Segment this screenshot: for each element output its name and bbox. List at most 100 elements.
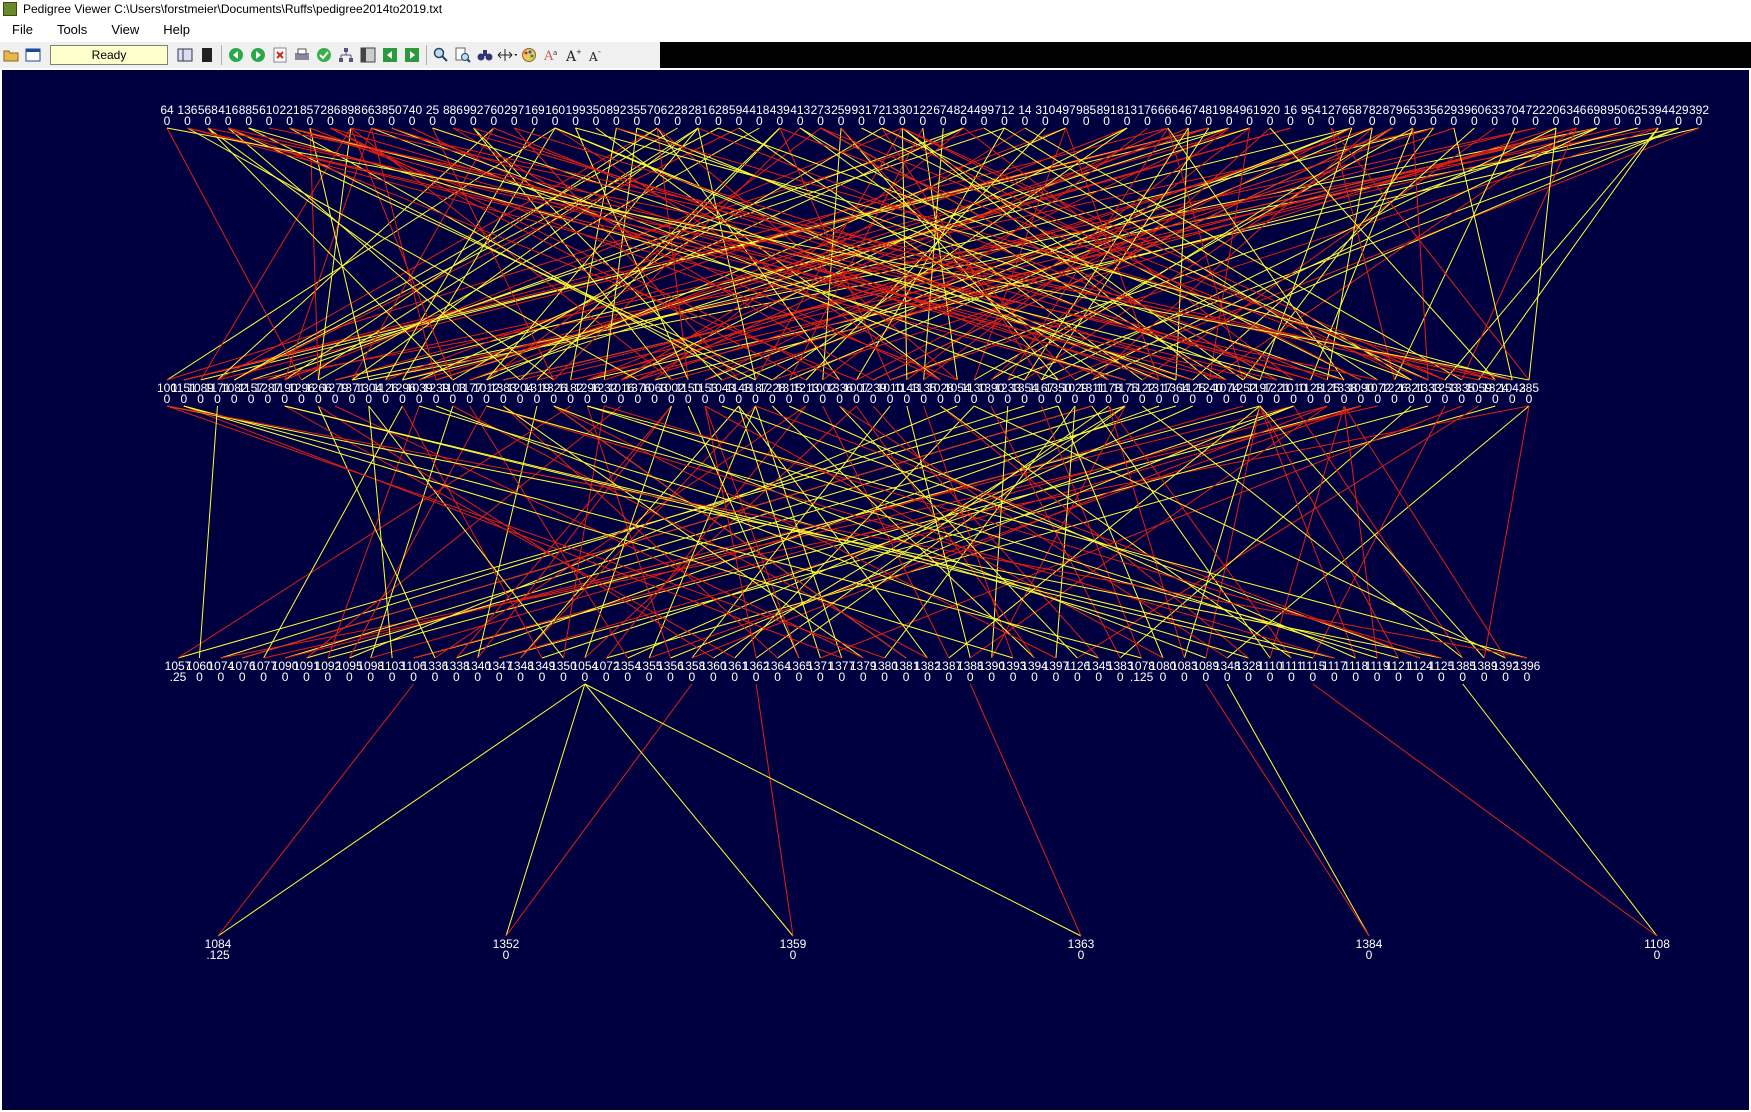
gen3-node-1080-id[interactable]: 1080 <box>1150 659 1177 673</box>
gen2-node-id[interactable]: 1054 <box>944 381 971 395</box>
gen2-node-id[interactable]: 1002 <box>809 381 836 395</box>
gen2-node-id[interactable]: 1335 <box>1448 381 1475 395</box>
gen1-node-id[interactable]: 674 <box>933 103 953 117</box>
gen1-node-id[interactable]: 413 <box>790 103 810 117</box>
close-doc-icon[interactable] <box>270 45 290 65</box>
gen1-node-id[interactable]: 199 <box>566 103 586 117</box>
gen3-node-1392-id[interactable]: 1392 <box>1492 659 1519 673</box>
gen3-node-1054-id[interactable]: 1054 <box>571 659 598 673</box>
gen3-node-1348-id[interactable]: 1348 <box>1214 659 1241 673</box>
gen1-node-id[interactable]: 228 <box>668 103 688 117</box>
gen2-node-last-id[interactable]: 385 <box>1519 381 1539 395</box>
gen3-node-1390-id[interactable]: 1390 <box>978 659 1005 673</box>
menu-tools[interactable]: Tools <box>56 22 88 37</box>
gen1-node-id[interactable]: 663 <box>361 103 381 117</box>
gen2-node-id[interactable]: 1226 <box>1381 381 1408 395</box>
gen1-node-id[interactable]: 16 <box>1284 103 1298 117</box>
gen1-node-id[interactable]: 992 <box>463 103 483 117</box>
gen1-node-id[interactable]: 127 <box>1321 103 1341 117</box>
gen1-node-first-id[interactable]: 64 <box>160 103 174 117</box>
gen3-node-1345-id[interactable]: 1345 <box>1085 659 1112 673</box>
gen1-node-id[interactable]: 281 <box>688 103 708 117</box>
gen1-node-id[interactable]: 356 <box>1423 103 1443 117</box>
gen1-node-id[interactable]: 350 <box>586 103 606 117</box>
gen2-node-id[interactable]: 1383 <box>490 381 517 395</box>
gen1-node-id[interactable]: 330 <box>892 103 912 117</box>
gen1-node-id[interactable]: 259 <box>831 103 851 117</box>
gen3-node-1347-id[interactable]: 1347 <box>486 659 513 673</box>
gen3-node-1078-id[interactable]: 1078 <box>1128 659 1155 673</box>
gen1-node-id[interactable]: 429 <box>1669 103 1689 117</box>
gen2-node-id[interactable]: 1002 <box>658 381 685 395</box>
gen2-node-id[interactable]: 1317 <box>1146 381 1173 395</box>
gen1-node-id[interactable]: 931 <box>851 103 871 117</box>
gen2-node-id[interactable]: 1125 <box>1314 381 1340 395</box>
gen2-node-id[interactable]: 1043 <box>709 381 736 395</box>
gen2-node-id[interactable]: 1252 <box>1230 381 1257 395</box>
pedigree-canvas[interactable]: 1084.125 1352 0 1359 0 1363 0 1384 0 1108 0 1057.25… <box>2 70 1749 1110</box>
gen1-node-id[interactable]: 954 <box>1301 103 1321 117</box>
window-icon[interactable] <box>23 45 43 65</box>
menu-help[interactable]: Help <box>163 22 191 37</box>
gen1-node-id[interactable]: 176 <box>1137 103 1157 117</box>
gen1-node-id[interactable]: 813 <box>1117 103 1137 117</box>
gen1-node-id[interactable]: 221 <box>280 103 300 117</box>
next-icon[interactable] <box>402 45 422 65</box>
gen1-node-id[interactable]: 625 <box>1628 103 1648 117</box>
gen3-node-1397-id[interactable]: 1397 <box>1043 659 1070 673</box>
gen1-node-id[interactable]: 886 <box>443 103 463 117</box>
gen1-node-id[interactable]: 610 <box>259 103 279 117</box>
gen2-node-id[interactable]: 1253 <box>1432 381 1459 395</box>
gen3-node-1106-id[interactable]: 1106 <box>401 659 427 673</box>
columns-icon[interactable] <box>175 45 195 65</box>
gen2-node-id[interactable]: 1177 <box>457 381 483 395</box>
gen1-node-id[interactable]: 273 <box>811 103 831 117</box>
gen2-node-id[interactable]: 1187 <box>743 381 769 395</box>
gen3-node-1377-id[interactable]: 1377 <box>828 659 855 673</box>
gen3-node-1393-id[interactable]: 1393 <box>1000 659 1027 673</box>
gen2-node-id[interactable]: 1354 <box>1011 381 1038 395</box>
gen2-node-id[interactable]: 1296 <box>574 381 601 395</box>
gen3-node-1103-id[interactable]: 1103 <box>379 659 405 673</box>
gen2-node-id[interactable]: 1221 <box>1263 381 1290 395</box>
gen2-node-id[interactable]: 1390 <box>978 381 1005 395</box>
gen3-node-1117-id[interactable]: 1117 <box>1322 659 1347 673</box>
gen2-node-id[interactable]: 1157 <box>238 381 264 395</box>
panel-icon[interactable] <box>358 45 378 65</box>
gen3-node-1383-id[interactable]: 1383 <box>1107 659 1134 673</box>
gen2-node-id[interactable]: 1232 <box>591 381 618 395</box>
gen4-node-1084-id[interactable]: 1084 <box>205 937 232 951</box>
gen3-node-1060-id[interactable]: 1060 <box>186 659 213 673</box>
gen1-node-id[interactable]: 658 <box>1342 103 1362 117</box>
gen1-node-id[interactable]: 568 <box>198 103 218 117</box>
gen2-node-id[interactable]: 1153 <box>692 381 718 395</box>
gen1-node-id[interactable]: 892 <box>606 103 626 117</box>
font-smaller-icon[interactable]: A- <box>585 45 605 65</box>
gen2-node-id[interactable]: 1240 <box>1196 381 1223 395</box>
gen3-node-1385-id[interactable]: 1385 <box>1449 659 1476 673</box>
gen2-node-id[interactable]: 1315 <box>776 381 803 395</box>
gen3-node-1381-id[interactable]: 1381 <box>893 659 920 673</box>
tree-icon[interactable] <box>336 45 356 65</box>
gen3-node-1072-id[interactable]: 1072 <box>593 659 620 673</box>
gen2-node-first-id[interactable]: 100 <box>157 381 177 395</box>
gen2-node-id[interactable]: 1324 <box>1482 381 1509 395</box>
gen2-node-id[interactable]: 1059 <box>1465 381 1492 395</box>
gen3-node-1354-id[interactable]: 1354 <box>614 659 641 673</box>
gen3-node-1119-id[interactable]: 1119 <box>1365 659 1390 673</box>
gen2-node-id[interactable]: 1279 <box>322 381 349 395</box>
gen2-node-id[interactable]: 1151 <box>171 381 197 395</box>
gen2-node-id[interactable]: 1007 <box>843 381 870 395</box>
gen2-node-id[interactable]: 1010 <box>877 381 904 395</box>
gen1-node-id[interactable]: 297 <box>504 103 524 117</box>
gen1-node-id[interactable]: 722 <box>1526 103 1546 117</box>
gen2-node-id[interactable]: 1239 <box>423 381 450 395</box>
gen1-node-id[interactable]: 898 <box>341 103 361 117</box>
gen2-node-id[interactable]: 1090 <box>1348 381 1375 395</box>
gen3-node-1091-id[interactable]: 1091 <box>293 659 320 673</box>
gen2-node-id[interactable]: 1233 <box>994 381 1021 395</box>
gen1-node-id[interactable]: 481 <box>1199 103 1219 117</box>
gen1-node-id[interactable]: 633 <box>1485 103 1505 117</box>
gen3-node-1115-id[interactable]: 1115 <box>1300 659 1325 673</box>
gen2-node-id[interactable]: 1326 <box>540 381 567 395</box>
